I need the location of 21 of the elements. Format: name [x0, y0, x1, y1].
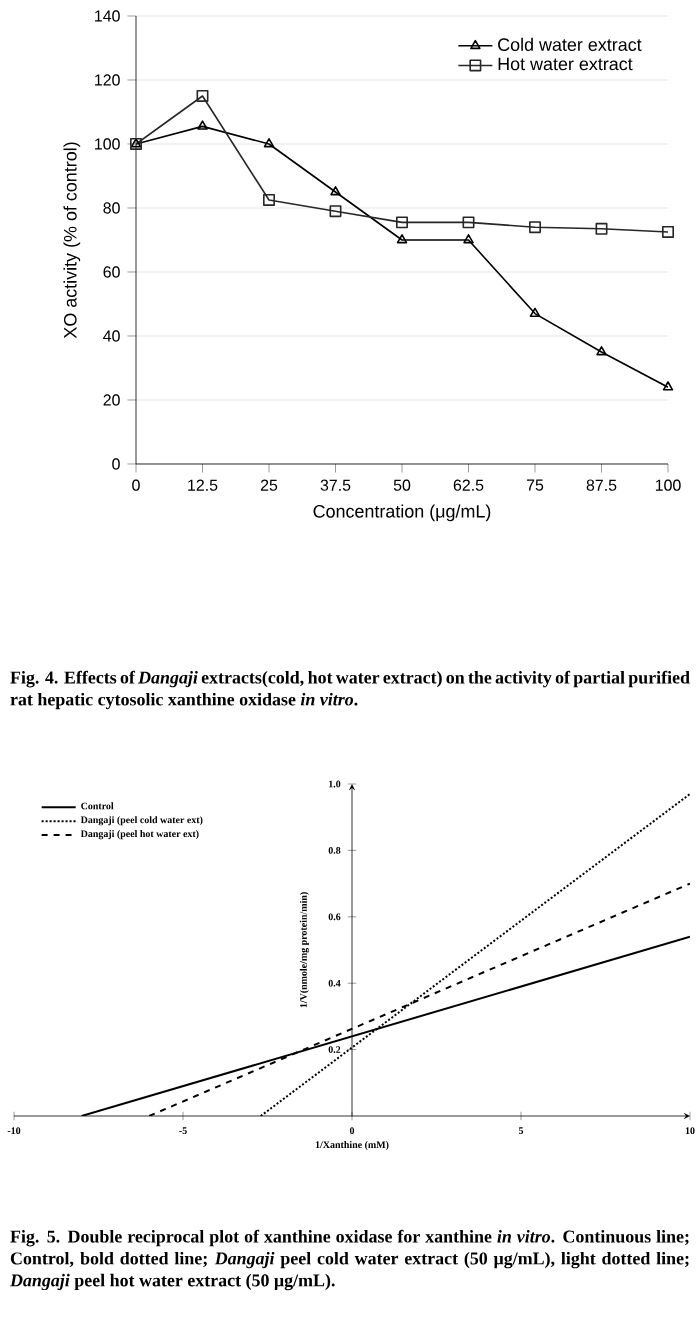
- point: [196, 90, 209, 102]
- legend-label: Hot water extract: [498, 57, 633, 71]
- point: [529, 221, 541, 234]
- point: [197, 120, 208, 130]
- text: Fig. 5. Double reciprocal plot of xanthine oxidase for xanthine in vitro. Continuous line; Control, bold dotted line; Dangaji peel cold water extract (50 μg/mL), light dotted line; Dangaji peel hot water extract (50 μg/mL).: [9, 1229, 689, 1291]
- point: [462, 216, 475, 229]
- point: [263, 138, 275, 148]
- point: [463, 234, 474, 244]
- point: [330, 186, 341, 196]
- point: [662, 226, 674, 238]
- point: [329, 205, 342, 218]
- point: [529, 307, 541, 317]
- x-axis-title: Concentration (μg/mL): [313, 504, 491, 522]
- point: [396, 216, 408, 229]
- point: [595, 222, 608, 235]
- point: [596, 346, 607, 356]
- point: [263, 194, 275, 206]
- point: [396, 234, 408, 244]
- legend-label: Cold water extract: [498, 37, 642, 51]
- caption: Fig. 4. Effects of Dangaji extracts(cold, hot water extract) on the activity of partial purified rat hepatic cytosolic xanthine oxidase in vitro.: [10, 670, 690, 710]
- y-axis-title: XO activity (% of control): [63, 142, 81, 339]
